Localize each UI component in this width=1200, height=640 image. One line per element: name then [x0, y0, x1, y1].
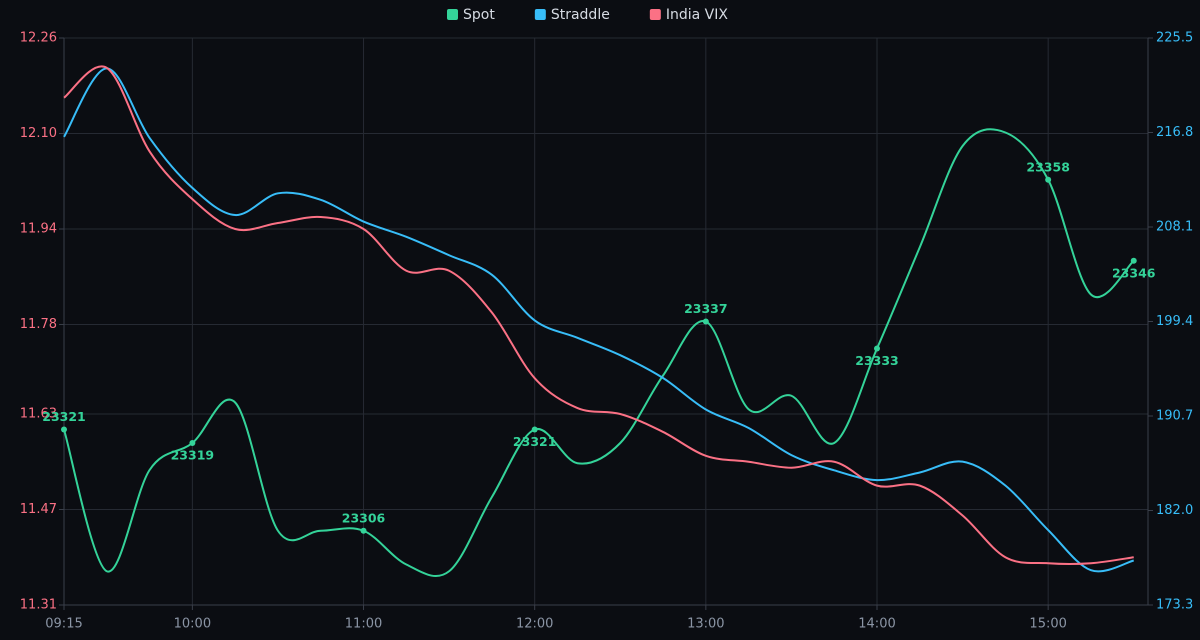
y-tick-label: 11.63 — [20, 407, 57, 422]
x-tick-label: 13:00 — [687, 617, 724, 632]
x-tick-label: 09:15 — [45, 617, 82, 632]
x-tick-label: 11:00 — [345, 617, 382, 632]
point-marker — [874, 345, 880, 352]
point-marker — [360, 527, 367, 534]
legend-swatch — [649, 9, 661, 20]
x-tick-label: 10:00 — [174, 617, 211, 632]
y2-tick-label: 199.4 — [1156, 314, 1193, 329]
point-marker — [531, 426, 538, 433]
point-marker — [702, 318, 709, 325]
legend-label: Straddle — [551, 7, 610, 23]
legend-label: Spot — [463, 7, 495, 23]
y2-tick-label: 216.8 — [1156, 125, 1193, 140]
x-tick-label: 12:00 — [516, 617, 553, 632]
point-label: 23337 — [684, 301, 728, 316]
point-label: 23358 — [1026, 159, 1070, 174]
point-label: 23306 — [342, 510, 386, 525]
legend-label: India VIX — [666, 7, 729, 23]
legend-swatch — [447, 9, 458, 20]
y-tick-label: 11.31 — [20, 598, 57, 613]
point-label: 23321 — [42, 409, 86, 424]
y2-tick-label: 208.1 — [1156, 220, 1193, 235]
series-line — [63, 67, 1135, 573]
y2-tick-label: 182.0 — [1156, 503, 1193, 518]
y2-tick-label: 173.3 — [1156, 598, 1193, 613]
x-tick-label: 15:00 — [1029, 617, 1066, 632]
y2-tick-label: 225.5 — [1156, 31, 1193, 46]
y2-tick-label: 190.7 — [1156, 409, 1193, 424]
point-marker — [1045, 176, 1052, 183]
x-tick-label: 14:00 — [858, 617, 895, 632]
y-tick-label: 11.94 — [20, 221, 57, 236]
point-label: 23319 — [171, 448, 215, 463]
y-tick-label: 11.78 — [20, 317, 57, 332]
point-marker — [189, 440, 196, 446]
point-label: 23346 — [1112, 265, 1156, 280]
series-line — [63, 128, 1135, 577]
point-label: 23333 — [855, 353, 899, 368]
point-marker — [1130, 257, 1137, 264]
y-tick-label: 12.10 — [20, 126, 57, 141]
y-tick-label: 11.47 — [20, 502, 57, 517]
legend-swatch — [534, 9, 546, 20]
point-label: 23321 — [513, 434, 557, 449]
series-line — [63, 65, 1134, 565]
legend: Spot Straddle India VIX — [447, 7, 728, 23]
point-marker — [61, 426, 67, 433]
y-tick-label: 12.26 — [20, 31, 57, 46]
